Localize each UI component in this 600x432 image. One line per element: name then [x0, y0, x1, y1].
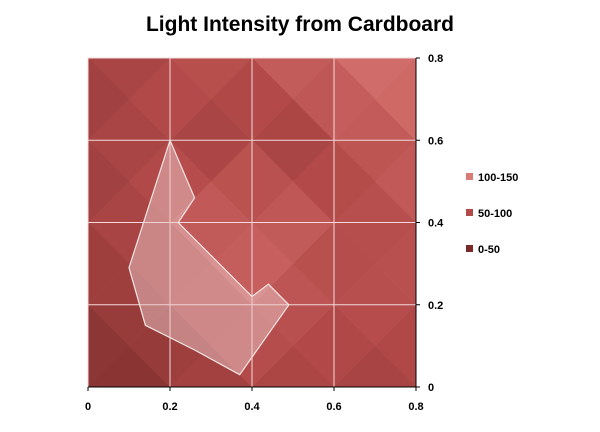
legend-label: 50-100 [478, 208, 512, 220]
y-tick-label: 0.2 [428, 300, 443, 312]
x-tick-label: 0 [85, 401, 91, 413]
plot-area [87, 57, 417, 388]
x-tick-label: 0.4 [244, 401, 260, 413]
y-tick-label: 0.6 [428, 135, 443, 147]
legend-label: 0-50 [478, 244, 500, 256]
chart-title: Light Intensity from Cardboard [146, 13, 454, 36]
x-tick-label: 0.6 [326, 401, 341, 413]
x-tick-label: 0.2 [162, 401, 177, 413]
axes: 0 0.2 0.4 0.6 0.8 0 0.2 0.4 0.6 0.8 [85, 53, 444, 413]
legend-swatch [466, 209, 473, 216]
y-tick-label: 0.4 [428, 218, 444, 230]
legend-swatch [466, 173, 473, 180]
legend: 100-150 50-100 0-50 [466, 172, 518, 256]
legend-swatch [466, 245, 473, 252]
x-tick-label: 0.8 [408, 401, 423, 413]
legend-label: 100-150 [478, 172, 518, 184]
y-tick-label: 0.8 [428, 53, 443, 65]
y-tick-label: 0 [428, 382, 434, 394]
cardboard-outline [128, 138, 290, 376]
